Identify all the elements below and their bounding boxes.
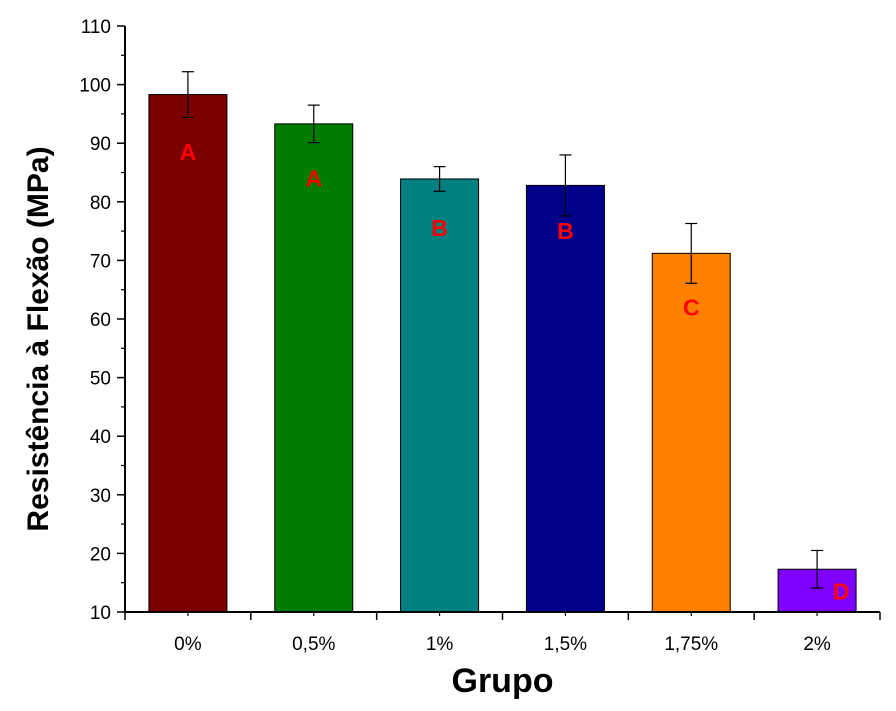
x-tick-label: 2%: [803, 634, 831, 655]
x-tick-label: 1%: [426, 634, 454, 655]
y-ticks: 10 20 30 40 50 60 70 80 90 100 110: [79, 17, 125, 624]
bar-2: [400, 178, 480, 613]
y-tick-label: 70: [90, 251, 111, 272]
error-bar-5: [811, 549, 824, 589]
bar-0: [148, 94, 228, 613]
group-letter-0: A: [180, 139, 197, 165]
error-bar-0: [181, 71, 194, 119]
x-tick-label: 0%: [174, 634, 202, 655]
group-letter-5: D: [833, 578, 850, 604]
y-tick-label: 100: [79, 76, 111, 97]
group-letter-1: A: [305, 165, 322, 191]
y-tick-label: 110: [81, 17, 111, 38]
error-bar-2: [433, 166, 446, 192]
y-tick-label: 80: [90, 193, 111, 214]
axes-layer: [124, 26, 880, 613]
y-tick-label: 30: [90, 486, 111, 507]
group-letter-4: C: [683, 294, 700, 320]
x-tick-label: 1,5%: [544, 634, 587, 655]
group-letter-2: B: [431, 215, 448, 241]
error-bar-4: [685, 222, 698, 284]
y-tick-label: 90: [90, 134, 111, 155]
y-tick-label: 60: [90, 310, 111, 331]
bar-1: [274, 123, 354, 613]
y-tick-label: 10: [90, 603, 111, 624]
x-tick-label: 0,5%: [292, 634, 335, 655]
y-tick-label: 50: [90, 369, 111, 390]
y-tick-label: 20: [90, 544, 111, 565]
error-bar-1: [307, 104, 320, 144]
error-bars-layer: [181, 71, 824, 589]
x-tick-label: 1,75%: [664, 634, 718, 655]
y-axis-title: Resistência à Flexão (MPa): [22, 146, 55, 531]
x-axis-title: Grupo: [452, 662, 554, 700]
y-tick-label: 40: [90, 427, 111, 448]
group-letter-3: B: [557, 218, 574, 244]
bar-4: [651, 252, 731, 613]
x-ticks: 0% 0,5% 1% 1,5% 1,75% 2%: [124, 612, 881, 655]
group-letters-layer: A A B B C D: [180, 139, 850, 604]
bars-layer: [148, 94, 857, 613]
error-bar-3: [559, 154, 572, 217]
bar-3: [525, 184, 605, 613]
